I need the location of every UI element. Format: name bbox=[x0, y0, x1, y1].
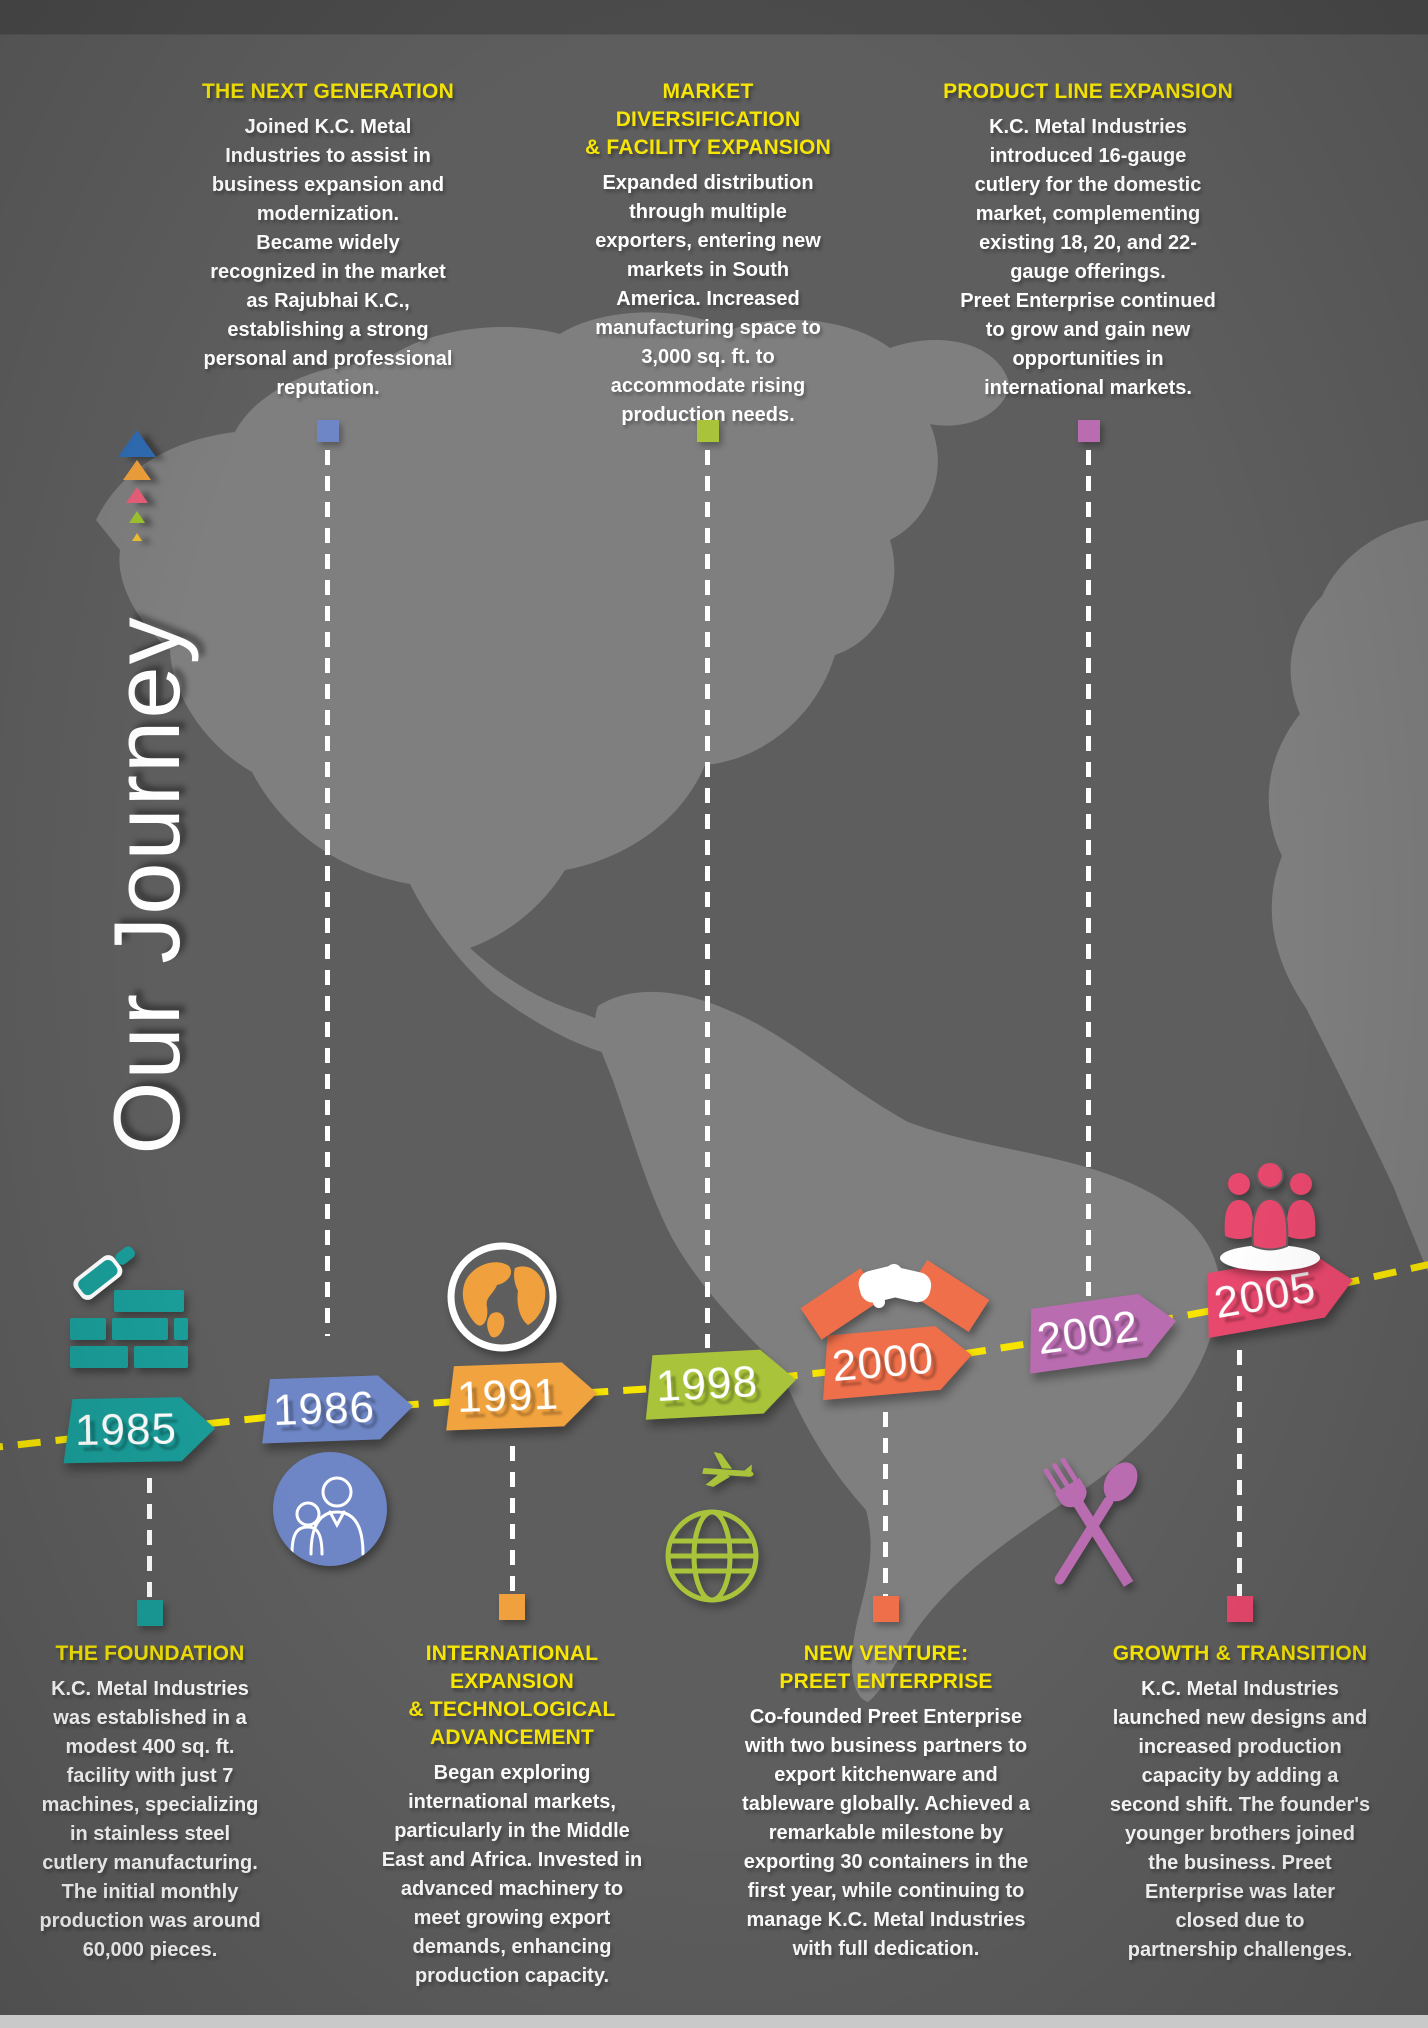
milestone-card-2000: NEW VENTURE: PREET ENTERPRISE Co-founded… bbox=[736, 1640, 1036, 1964]
map-north-america bbox=[96, 312, 1010, 1058]
card-title-1986: THE NEXT GENERATION bbox=[202, 80, 454, 103]
milestone-card-1986: THE NEXT GENERATION Joined K.C. Metal In… bbox=[193, 78, 463, 403]
year-label-1986: 1986 bbox=[272, 1382, 376, 1436]
card-title-1985: THE FOUNDATION bbox=[55, 1642, 245, 1665]
map-africa-europe bbox=[1268, 520, 1428, 1272]
card-body-1998: Expanded distribution through multiple e… bbox=[595, 172, 821, 426]
trail-triangle-green bbox=[129, 511, 145, 523]
card-body-1991: Began exploring international markets, p… bbox=[381, 1762, 643, 1987]
page-title: Our Journey bbox=[94, 615, 199, 1155]
trail-triangle-pink bbox=[126, 487, 148, 503]
card-title-1998: MARKET DIVERSIFICATION & FACILITY EXPANS… bbox=[585, 80, 831, 159]
marker-1991-bottom bbox=[499, 1594, 525, 1620]
card-title-2000: NEW VENTURE: PREET ENTERPRISE bbox=[779, 1642, 993, 1693]
timeline-arrow-1986: 1986 bbox=[252, 1374, 414, 1444]
card-body-2002: K.C. Metal Industries introduced 16-gaug… bbox=[960, 116, 1216, 399]
card-title-2005: GROWTH & TRANSITION bbox=[1112, 1642, 1368, 1665]
timeline-arrow-1985: 1985 bbox=[54, 1397, 215, 1464]
marker-2000-bottom bbox=[873, 1596, 899, 1622]
marker-1986-top bbox=[317, 420, 339, 442]
connector-1998-top bbox=[705, 450, 710, 1348]
arrow-shape-1998: 1998 bbox=[634, 1348, 797, 1420]
card-title-2002: PRODUCT LINE EXPANSION bbox=[943, 80, 1233, 103]
marker-2005-bottom bbox=[1227, 1596, 1253, 1622]
marker-2002-top bbox=[1078, 420, 1100, 442]
milestone-card-1998: MARKET DIVERSIFICATION & FACILITY EXPANS… bbox=[568, 78, 848, 430]
year-label-1991: 1991 bbox=[456, 1369, 560, 1423]
year-label-2000: 2000 bbox=[830, 1333, 936, 1392]
marker-1998-top bbox=[697, 420, 719, 442]
arrow-shape-1991: 1991 bbox=[436, 1361, 598, 1431]
milestone-card-2005: GROWTH & TRANSITION K.C. Metal Industrie… bbox=[1102, 1640, 1378, 1965]
connector-2002-top bbox=[1086, 450, 1091, 1296]
team-icon bbox=[1220, 1161, 1320, 1271]
marker-1985-bottom bbox=[137, 1600, 163, 1626]
family-icon bbox=[273, 1452, 387, 1566]
globe-icon bbox=[447, 1242, 557, 1352]
card-body-1985: K.C. Metal Industries was established in… bbox=[39, 1678, 261, 1961]
connector-1986-top bbox=[325, 450, 330, 1336]
milestone-card-1985: THE FOUNDATION K.C. Metal Industries was… bbox=[25, 1640, 275, 1965]
card-body-2005: K.C. Metal Industries launched new desig… bbox=[1109, 1678, 1371, 1961]
milestone-card-2002: PRODUCT LINE EXPANSION K.C. Metal Indust… bbox=[942, 78, 1234, 403]
connector-1985-bottom bbox=[147, 1478, 152, 1600]
trail-triangle-yellow bbox=[132, 533, 142, 541]
card-title-1991: INTERNATIONAL EXPANSION & TECHNOLOGICAL … bbox=[408, 1642, 616, 1749]
year-label-2002: 2002 bbox=[1034, 1301, 1142, 1365]
arrow-shape-1986: 1986 bbox=[252, 1374, 414, 1444]
year-label-1985: 1985 bbox=[74, 1404, 178, 1456]
card-body-1986: Joined K.C. Metal Industries to assist i… bbox=[203, 116, 453, 399]
trail-triangle-blue bbox=[118, 430, 156, 457]
year-label-1998: 1998 bbox=[654, 1356, 760, 1412]
milestone-card-1991: INTERNATIONAL EXPANSION & TECHNOLOGICAL … bbox=[367, 1640, 657, 1991]
map-alaska-swoosh bbox=[226, 470, 421, 526]
bricks-trowel-icon bbox=[70, 1246, 188, 1368]
bottom-edge-strip bbox=[0, 2015, 1428, 2028]
handshake-icon bbox=[800, 1260, 990, 1340]
connector-1991-bottom bbox=[510, 1446, 515, 1594]
connector-2000-bottom bbox=[883, 1412, 888, 1596]
connector-2005-bottom bbox=[1237, 1350, 1242, 1596]
timeline-arrow-1998: 1998 bbox=[634, 1348, 797, 1420]
plane-globe-icon bbox=[665, 1451, 759, 1603]
timeline-arrow-1991: 1991 bbox=[436, 1361, 598, 1431]
card-body-2000: Co-founded Preet Enterprise with two bus… bbox=[742, 1706, 1030, 1960]
arrow-shape-1985: 1985 bbox=[54, 1397, 215, 1464]
cutlery-icon bbox=[1043, 1457, 1138, 1587]
trail-triangle-orange bbox=[123, 460, 151, 480]
